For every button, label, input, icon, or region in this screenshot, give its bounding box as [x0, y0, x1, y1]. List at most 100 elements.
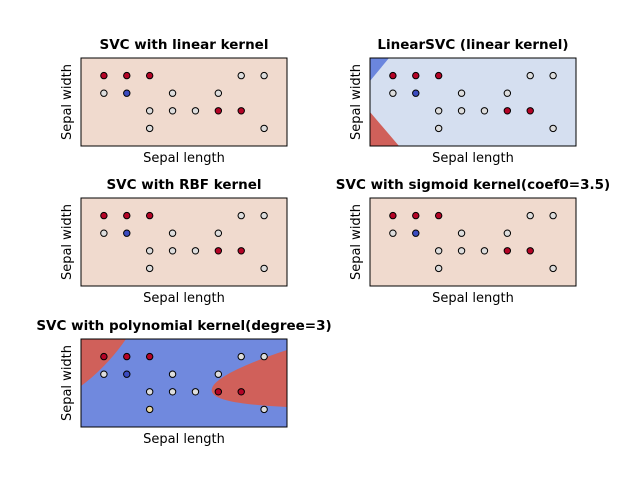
point [123, 71, 131, 80]
point [145, 71, 154, 80]
point [457, 107, 466, 115]
point [100, 229, 108, 237]
point [434, 107, 443, 115]
point [123, 370, 131, 378]
point [503, 107, 512, 115]
decision-region [81, 339, 126, 386]
point [168, 388, 177, 396]
point [260, 405, 268, 414]
point [123, 89, 131, 97]
point [168, 89, 177, 97]
x-axis-label: Sepal length [143, 151, 225, 166]
plot-background [370, 198, 576, 286]
point [214, 229, 223, 237]
point [526, 107, 534, 115]
point [260, 264, 268, 273]
point [457, 247, 466, 255]
point [526, 211, 534, 220]
point [145, 388, 154, 396]
point [100, 71, 108, 80]
point [434, 211, 443, 220]
point [145, 107, 154, 115]
point [434, 71, 443, 80]
point [123, 211, 131, 220]
point [480, 247, 489, 255]
point [100, 89, 108, 97]
point [260, 211, 268, 220]
point [145, 352, 154, 361]
panel: SVC with polynomial kernel(degree=3) Sepa… [36, 318, 331, 447]
decision-region [370, 58, 389, 81]
point [214, 89, 223, 97]
point [237, 107, 245, 115]
point [145, 247, 154, 255]
point [237, 71, 245, 80]
point [100, 211, 108, 220]
point [168, 247, 177, 255]
point [214, 247, 223, 255]
point [145, 264, 154, 273]
point [526, 71, 534, 80]
point [503, 247, 512, 255]
point [191, 107, 200, 115]
point [191, 247, 200, 255]
x-axis-label: Sepal length [143, 432, 225, 447]
chart-title: SVC with polynomial kernel(degree=3) [36, 318, 331, 334]
point [123, 229, 131, 237]
point [191, 388, 200, 396]
point [549, 264, 557, 273]
point [389, 89, 397, 97]
point [100, 370, 108, 378]
decision-region [211, 350, 287, 407]
chart-title: LinearSVC (linear kernel) [377, 37, 568, 53]
chart-title: SVC with RBF kernel [106, 177, 261, 193]
x-axis-label: Sepal length [432, 291, 514, 306]
point [145, 211, 154, 220]
point [100, 352, 108, 361]
point [526, 247, 534, 255]
point [389, 71, 397, 80]
point [389, 211, 397, 220]
x-axis-label: Sepal length [432, 151, 514, 166]
point [214, 370, 223, 378]
point [434, 124, 443, 133]
plot-background [81, 198, 287, 286]
y-axis-label: Sepal width [60, 204, 75, 280]
y-axis-label: Sepal width [60, 345, 75, 421]
point [480, 107, 489, 115]
point [237, 247, 245, 255]
plot-frame [80, 197, 288, 287]
point [549, 71, 557, 80]
chart-title: SVC with sigmoid kernel(coef0=3.5) [336, 177, 610, 193]
panel: LinearSVC (linear kernel) Sepal length Sep… [349, 37, 577, 166]
point [260, 124, 268, 133]
point [457, 229, 466, 237]
point [412, 89, 420, 97]
point [168, 229, 177, 237]
plot-frame [80, 57, 288, 147]
panel: SVC with sigmoid kernel(coef0=3.5) Sepal … [336, 177, 610, 306]
chart-title: SVC with linear kernel [100, 37, 269, 53]
point [434, 264, 443, 273]
point [549, 124, 557, 133]
y-axis-label: Sepal width [60, 64, 75, 140]
panel: SVC with RBF kernel Sepal length Sepal wid… [60, 177, 288, 306]
point [168, 107, 177, 115]
point [434, 247, 443, 255]
point [549, 211, 557, 220]
point [214, 388, 223, 396]
decision-region [370, 112, 399, 146]
point [168, 370, 177, 378]
plot-frame [369, 57, 577, 147]
point [412, 229, 420, 237]
point [214, 107, 223, 115]
point [503, 229, 512, 237]
y-axis-label: Sepal width [349, 64, 364, 140]
point [123, 352, 131, 361]
point [457, 89, 466, 97]
y-axis-label: Sepal width [349, 204, 364, 280]
point [237, 352, 245, 361]
point [145, 405, 154, 414]
